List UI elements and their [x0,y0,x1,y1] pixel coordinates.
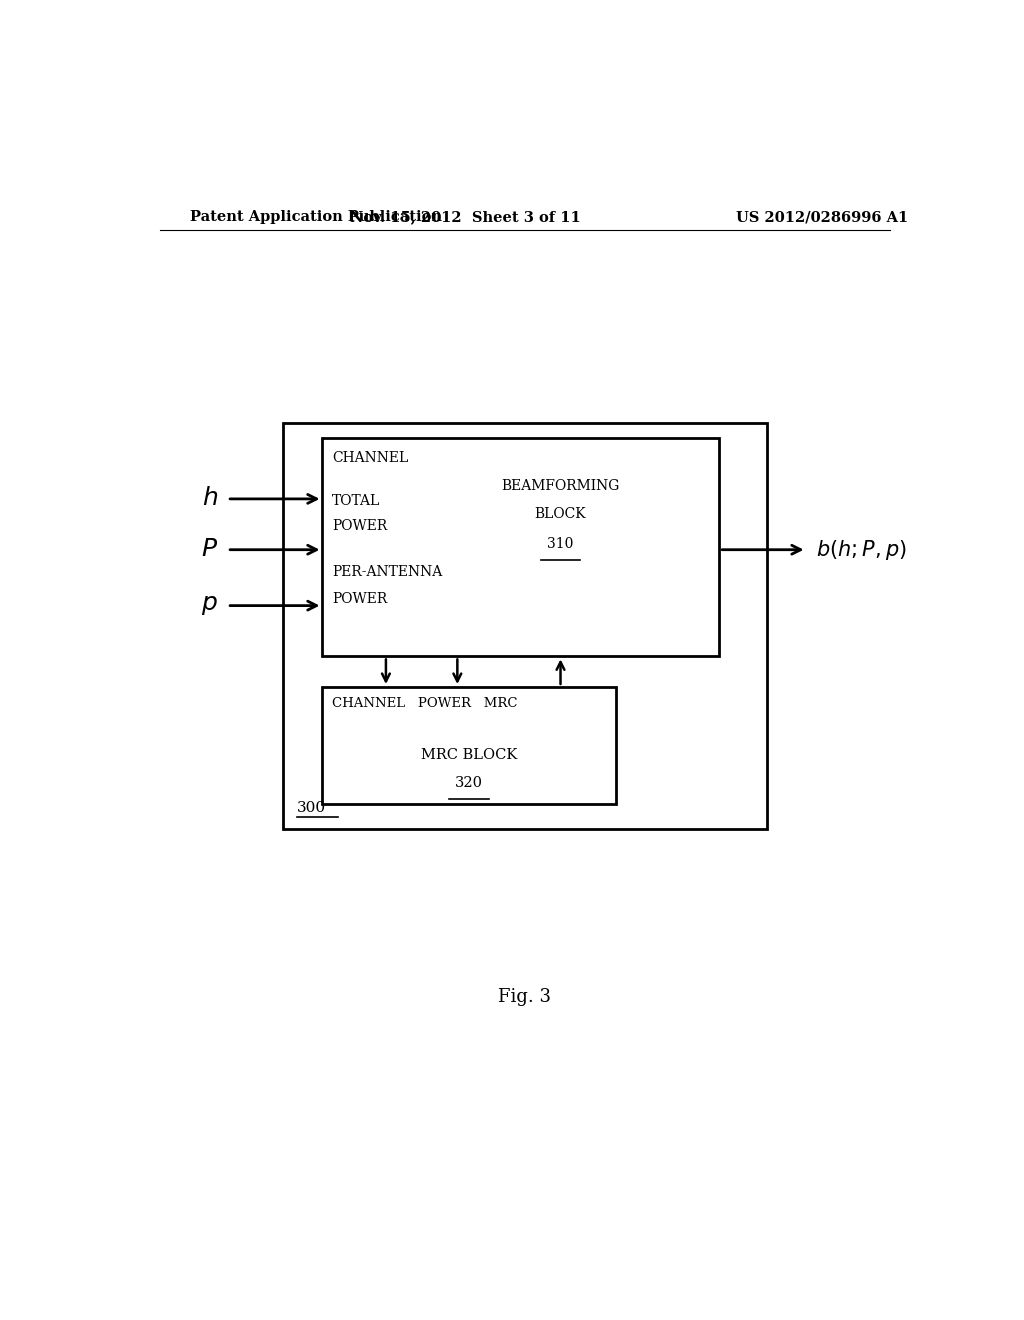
Text: POWER: POWER [332,593,387,606]
Bar [323,686,616,804]
Text: CHANNEL   POWER   MRC: CHANNEL POWER MRC [332,697,517,710]
Text: BEAMFORMING: BEAMFORMING [502,479,620,492]
Text: $P$: $P$ [201,539,218,561]
Text: Patent Application Publication: Patent Application Publication [189,210,442,224]
Text: BLOCK: BLOCK [535,507,587,521]
Text: $b(h; P, p)$: $b(h; P, p)$ [816,537,906,562]
Text: $p$: $p$ [201,594,218,618]
Text: $h$: $h$ [202,487,218,511]
Text: US 2012/0286996 A1: US 2012/0286996 A1 [736,210,908,224]
Text: CHANNEL: CHANNEL [332,451,409,465]
Text: 310: 310 [547,536,573,550]
Text: POWER: POWER [332,519,387,533]
Text: 300: 300 [297,801,327,814]
Text: MRC BLOCK: MRC BLOCK [421,747,517,762]
Text: 320: 320 [456,776,483,789]
Text: TOTAL: TOTAL [332,494,380,508]
Bar [323,438,719,656]
Text: PER-ANTENNA: PER-ANTENNA [332,565,442,579]
Bar [283,422,767,829]
Text: Nov. 15, 2012  Sheet 3 of 11: Nov. 15, 2012 Sheet 3 of 11 [350,210,581,224]
Text: Fig. 3: Fig. 3 [499,987,551,1006]
